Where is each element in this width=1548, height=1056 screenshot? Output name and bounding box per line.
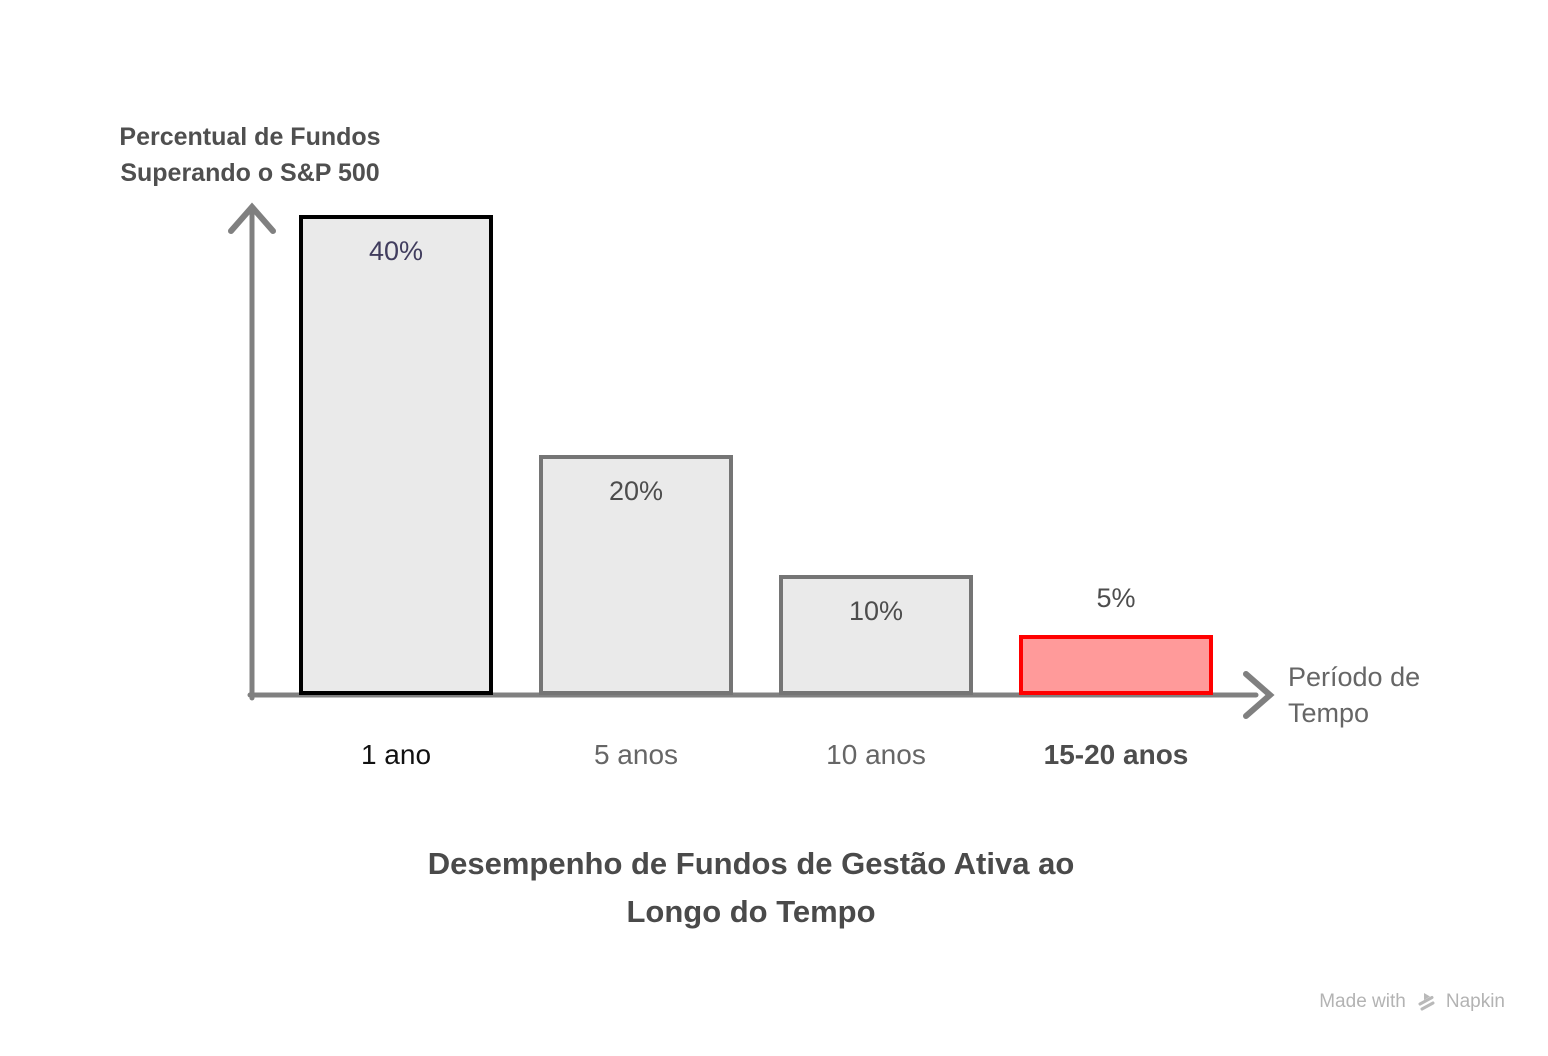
napkin-logo-icon — [1414, 990, 1438, 1014]
x-axis-title: Período de Tempo — [1288, 659, 1420, 731]
bar-1 — [299, 215, 493, 695]
watermark-prefix: Made with — [1319, 991, 1406, 1012]
bar-2 — [539, 455, 733, 695]
chart-title-line2: Longo do Tempo — [626, 894, 876, 929]
y-axis-title: Percentual de Fundos Superando o S&P 500 — [0, 119, 500, 191]
chart-title: Desempenho de Fundos de Gestão Ativa ao … — [0, 840, 1502, 936]
x-axis-title-line2: Tempo — [1288, 698, 1370, 728]
category-label-4: 15-20 anos — [1043, 739, 1189, 770]
y-axis-title-line1: Percentual de Fundos — [119, 123, 381, 151]
x-axis-title-line1: Período de — [1288, 662, 1421, 692]
watermark-brand: Napkin — [1445, 991, 1505, 1012]
bar-3 — [779, 575, 973, 695]
category-label-1: 1 ano — [360, 739, 432, 770]
category-label-3: 10 anos — [826, 739, 926, 770]
bar-value-label-3: 10% — [848, 596, 904, 626]
bar-value-label-2: 20% — [608, 476, 664, 506]
y-axis-title-line2: Superando o S&P 500 — [120, 159, 380, 187]
category-label-2: 5 anos — [593, 739, 679, 770]
y-axis-arrowhead — [228, 202, 276, 234]
bar-value-label-4: 5% — [1096, 583, 1136, 613]
bar-4 — [1019, 635, 1213, 695]
watermark: Made with Napkin — [1319, 990, 1505, 1014]
bar-value-label-1: 40% — [368, 236, 424, 266]
chart-title-line1: Desempenho de Fundos de Gestão Ativa ao — [427, 846, 1075, 881]
x-axis-arrowhead — [1243, 671, 1275, 719]
